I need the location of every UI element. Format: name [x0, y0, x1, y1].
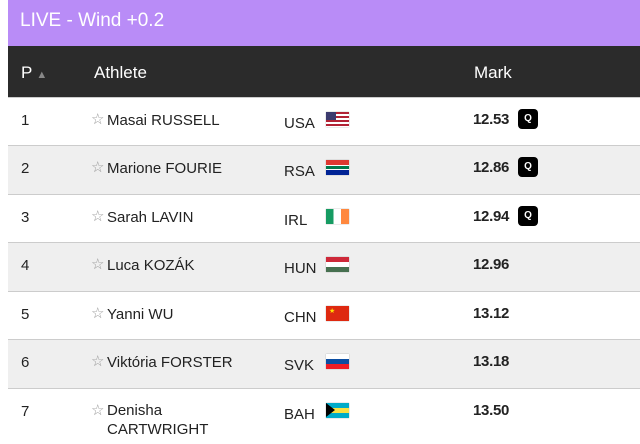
- table-row[interactable]: 7 ☆ Denisha CARTWRIGHT BAH 13.50: [8, 388, 640, 444]
- favorite-star-icon[interactable]: ☆: [91, 208, 105, 225]
- mark: 13.50: [473, 402, 510, 419]
- country-code: BAH: [284, 406, 315, 423]
- header-athlete[interactable]: Athlete: [94, 63, 147, 82]
- table-row[interactable]: 2 ☆ Marione FOURIE RSA 12.86 Q: [8, 145, 640, 194]
- favorite-star-icon[interactable]: ☆: [91, 353, 105, 370]
- athlete-name[interactable]: Luca KOZÁK: [107, 257, 195, 274]
- country-flag-icon: [326, 257, 349, 272]
- country-flag-icon: [326, 403, 349, 418]
- favorite-star-icon[interactable]: ☆: [91, 111, 105, 128]
- country-code: USA: [284, 115, 315, 132]
- mark: 12.53: [473, 111, 510, 128]
- favorite-star-icon[interactable]: ☆: [91, 159, 105, 176]
- table-row[interactable]: 3 ☆ Sarah LAVIN IRL 12.94 Q: [8, 194, 640, 243]
- table-row[interactable]: 6 ☆ Viktória FORSTER SVK 13.18: [8, 339, 640, 388]
- position: 6: [21, 354, 30, 371]
- country-code: IRL: [284, 212, 308, 229]
- position: 1: [21, 112, 30, 129]
- header-mark[interactable]: Mark: [474, 63, 512, 82]
- mark: 12.96: [473, 256, 510, 273]
- country-code: CHN: [284, 309, 317, 326]
- table-header: P ▲ Athlete Mark: [8, 46, 640, 97]
- mark: 12.86: [473, 159, 510, 176]
- qualified-badge: Q: [518, 157, 538, 177]
- athlete-name[interactable]: Masai RUSSELL: [107, 112, 220, 129]
- favorite-star-icon[interactable]: ☆: [91, 305, 105, 322]
- position: 7: [21, 403, 30, 420]
- country-flag-icon: [326, 209, 349, 224]
- country-code: RSA: [284, 163, 315, 180]
- mark: 13.12: [473, 305, 510, 322]
- position: 5: [21, 306, 30, 323]
- favorite-star-icon[interactable]: ☆: [91, 402, 105, 419]
- country-flag-icon: ★: [326, 306, 349, 321]
- table-row[interactable]: 4 ☆ Luca KOZÁK HUN 12.96: [8, 242, 640, 291]
- table-row[interactable]: 5 ☆ Yanni WU CHN ★ 13.12: [8, 291, 640, 340]
- position: 2: [21, 160, 30, 177]
- position: 3: [21, 209, 30, 226]
- sort-ascending-icon: ▲: [36, 69, 48, 81]
- athlete-name[interactable]: Denisha CARTWRIGHT: [107, 402, 209, 438]
- sort-by-position[interactable]: P ▲: [21, 63, 47, 83]
- country-code: SVK: [284, 357, 315, 374]
- qualified-badge: Q: [518, 109, 538, 129]
- athlete-name[interactable]: Sarah LAVIN: [107, 209, 194, 226]
- athlete-name[interactable]: Yanni WU: [107, 306, 174, 323]
- mark: 13.18: [473, 353, 510, 370]
- country-flag-icon: [326, 112, 349, 127]
- athlete-name[interactable]: Viktória FORSTER: [107, 354, 233, 371]
- mark: 12.94: [473, 208, 510, 225]
- country-code: HUN: [284, 260, 317, 277]
- header-position: P: [21, 63, 33, 82]
- qualified-badge: Q: [518, 206, 538, 226]
- country-flag-icon: [326, 160, 349, 175]
- favorite-star-icon[interactable]: ☆: [91, 256, 105, 273]
- athlete-name[interactable]: Marione FOURIE: [107, 160, 223, 177]
- country-flag-icon: [326, 354, 349, 369]
- page-title: LIVE - Wind +0.2: [8, 0, 640, 46]
- position: 4: [21, 257, 30, 274]
- table-row[interactable]: 1 ☆ Masai RUSSELL USA 12.53 Q: [8, 97, 640, 146]
